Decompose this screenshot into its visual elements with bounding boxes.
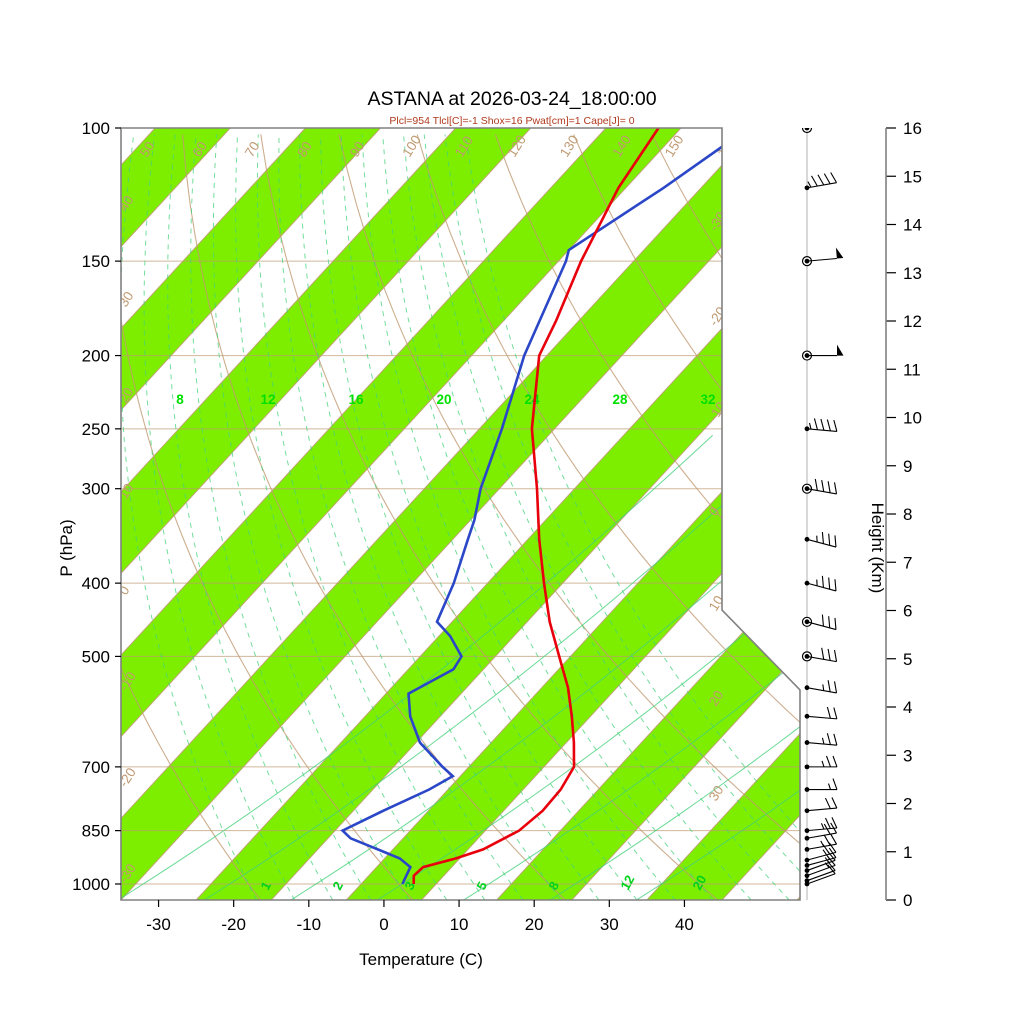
- svg-text:30: 30: [116, 289, 137, 310]
- svg-text:8: 8: [176, 392, 184, 407]
- svg-text:200: 200: [82, 347, 110, 366]
- svg-text:90: 90: [347, 139, 368, 160]
- svg-text:-20: -20: [221, 915, 246, 934]
- svg-text:100: 100: [399, 133, 424, 160]
- temperature-axis-label: Temperature (C): [359, 950, 483, 969]
- svg-text:-20: -20: [706, 304, 729, 328]
- svg-text:130: 130: [557, 133, 582, 160]
- svg-text:20: 20: [689, 873, 709, 893]
- svg-text:300: 300: [82, 480, 110, 499]
- svg-text:9: 9: [903, 457, 912, 476]
- svg-text:0: 0: [116, 583, 133, 597]
- svg-text:700: 700: [82, 758, 110, 777]
- svg-text:12: 12: [617, 873, 637, 893]
- svg-text:500: 500: [82, 647, 110, 666]
- svg-text:50: 50: [137, 139, 158, 160]
- svg-text:30: 30: [600, 915, 619, 934]
- svg-text:1: 1: [903, 843, 912, 862]
- dewpoint-profile-curve: [340, 128, 750, 885]
- pressure-axis-ticks: 100 150 200 250 300 400 500 700 850 1000: [72, 119, 121, 894]
- pressure-axis-label: P (hPa): [57, 519, 76, 576]
- svg-text:10: 10: [903, 409, 922, 428]
- svg-text:12: 12: [260, 392, 275, 407]
- svg-text:160: 160: [714, 133, 739, 160]
- svg-text:80: 80: [294, 139, 315, 160]
- mixing-ratio-lines: [121, 434, 800, 900]
- svg-text:0: 0: [903, 891, 912, 910]
- svg-text:400: 400: [82, 574, 110, 593]
- svg-text:100: 100: [82, 119, 110, 138]
- svg-text:3: 3: [903, 746, 912, 765]
- svg-text:250: 250: [82, 420, 110, 439]
- temperature-profile-curve: [412, 128, 660, 885]
- svg-text:8: 8: [903, 505, 912, 524]
- svg-text:16: 16: [348, 392, 364, 407]
- svg-text:7: 7: [903, 553, 912, 572]
- moist-adiabat-lines: [121, 134, 800, 900]
- svg-text:-10: -10: [297, 915, 322, 934]
- svg-text:2: 2: [329, 879, 346, 892]
- svg-text:-30: -30: [146, 915, 171, 934]
- svg-text:2: 2: [903, 795, 912, 814]
- temperature-axis-ticks: -30 -20 -10 0 10 20 30 40: [146, 900, 694, 934]
- svg-text:32: 32: [700, 392, 715, 407]
- svg-text:1000: 1000: [72, 875, 110, 894]
- svg-text:70: 70: [242, 139, 263, 160]
- plot-frame: [120, 127, 801, 901]
- svg-text:11: 11: [903, 360, 921, 379]
- svg-text:14: 14: [903, 216, 922, 235]
- svg-text:850: 850: [82, 822, 110, 841]
- svg-text:24: 24: [524, 392, 540, 407]
- svg-text:40: 40: [675, 915, 694, 934]
- svg-text:20: 20: [706, 688, 727, 709]
- svg-text:30: 30: [706, 783, 727, 804]
- svg-text:6: 6: [903, 602, 912, 621]
- wind-barbs: [801, 128, 844, 887]
- svg-text:5: 5: [473, 879, 490, 892]
- svg-text:10: 10: [450, 915, 469, 934]
- svg-text:60: 60: [189, 139, 210, 160]
- svg-text:4: 4: [903, 698, 912, 717]
- svg-text:13: 13: [903, 264, 922, 283]
- svg-text:0: 0: [379, 915, 388, 934]
- page-title: ASTANA at 2026-03-24_18:00:00: [367, 88, 657, 110]
- height-axis-label: Height (Km): [868, 503, 887, 594]
- svg-text:12: 12: [903, 312, 922, 331]
- svg-text:28: 28: [612, 392, 628, 407]
- indices-subtitle: Plcl=954 Tlcl[C]=-1 Shox=16 Pwat[cm]=1 C…: [389, 115, 635, 127]
- svg-text:15: 15: [903, 167, 922, 186]
- svg-text:20: 20: [525, 915, 544, 934]
- svg-text:5: 5: [903, 650, 912, 669]
- svg-text:150: 150: [82, 252, 110, 271]
- svg-text:20: 20: [436, 392, 451, 407]
- svg-text:16: 16: [903, 119, 922, 138]
- svg-text:-20: -20: [116, 765, 139, 789]
